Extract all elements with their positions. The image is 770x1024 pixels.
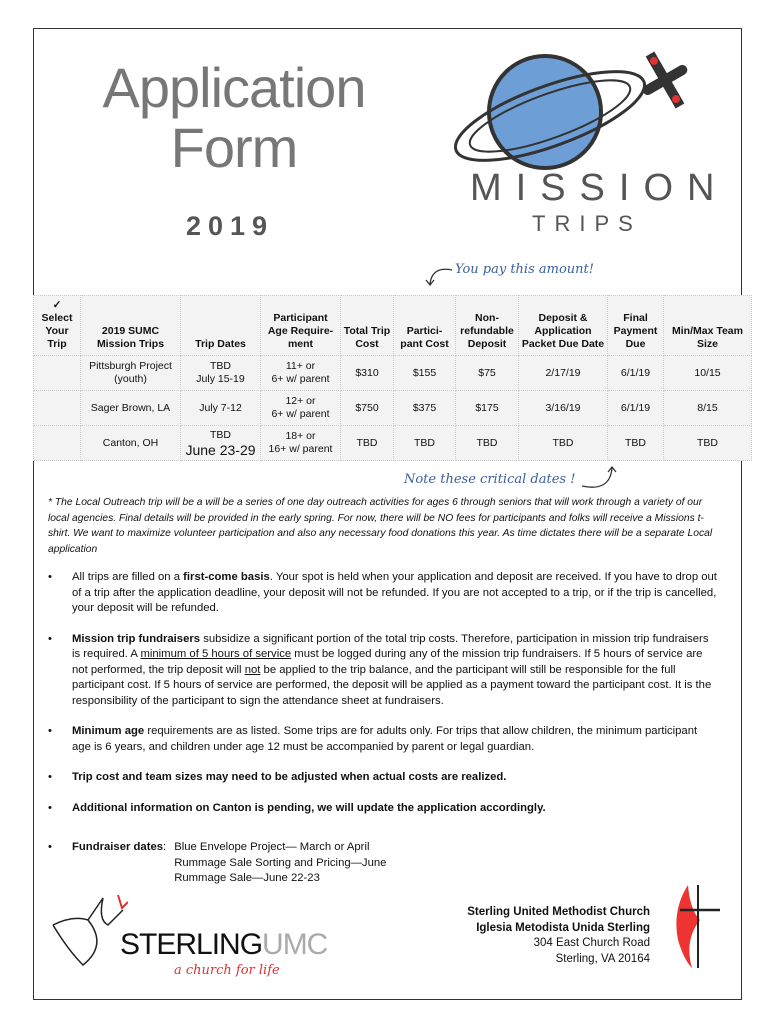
age-header: Participant Age Require- ment [260,295,341,356]
year: 2019 [186,211,275,241]
dates-cell: July 7-12 [180,390,261,426]
total-cell: $310 [340,355,394,391]
list-item: Fundraiser dates:Blue Envelope Project— … [48,840,718,887]
select-cell[interactable] [33,390,81,426]
age-cell: 11+ or 6+ w/ parent [260,355,341,391]
participant-cell: $375 [393,390,456,426]
deposit-cell: $175 [455,390,519,426]
local-outreach-footnote: * The Local Outreach trip will be a will… [48,497,713,555]
trip-cell: Pittsburgh Project (youth) [80,355,181,391]
you-pay-note: You pay this amount! [455,262,594,277]
page-title: Application Form [102,56,367,179]
logo-trips: TRIPS [532,211,642,236]
trip-cell: Sager Brown, LA [80,390,181,426]
final-cell: 6/1/19 [607,390,664,426]
team-cell: 10/15 [663,355,752,391]
trip-header: 2019 SUMC Mission Trips [80,295,181,356]
deposit-header: Non- refundable Deposit [455,295,519,356]
total-cell: $750 [340,390,394,426]
dates-cell: TBD June 23-29 [180,425,261,461]
list-item: Minimum age requirements are as listed. … [48,724,718,755]
trip-cell: Canton, OH [80,425,181,461]
trips-table: ✓ Select Your Trip 2019 SUMC Mission Trip… [33,295,752,461]
dates-header: Trip Dates [180,295,261,356]
table-row: Sager Brown, LA July 7-12 12+ or 6+ w/ pa… [33,390,752,426]
total-cost-header: Total Trip Cost [340,295,394,356]
select-header: ✓ Select Your Trip [33,295,81,356]
church-address: Sterling United Methodist Church Iglesia… [467,906,650,965]
participant-cell: TBD [393,425,456,461]
final-payment-header: Final Payment Due [607,295,664,356]
arrow-icon [581,465,617,488]
dates-cell: TBD July 15-19 [180,355,261,391]
due-date-header: Deposit & Application Packet Due Date [518,295,608,356]
final-cell: TBD [607,425,664,461]
arrow-icon [425,268,453,287]
due-cell: 3/16/19 [518,390,608,426]
participant-cost-header: Partici- pant Cost [393,295,456,356]
list-item: All trips are filled on a first-come bas… [48,570,718,617]
team-cell: TBD [663,425,752,461]
page-border [33,28,742,1000]
critical-dates-note: Note these critical dates ! [404,472,576,487]
due-cell: TBD [518,425,608,461]
select-cell[interactable] [33,425,81,461]
list-item: Mission trip fundraisers subsidize a sig… [48,632,718,710]
table-header-row: ✓ Select Your Trip 2019 SUMC Mission Trip… [33,295,752,356]
due-cell: 2/17/19 [518,355,608,391]
table-row: Pittsburgh Project (youth) TBD July 15-19… [33,355,752,391]
table-row: Canton, OH TBD June 23-29 18+ or 16+ w/ pa… [33,425,752,461]
cross-and-flame-icon [676,885,720,968]
participant-cell: $155 [393,355,456,391]
age-cell: 12+ or 6+ w/ parent [260,390,341,426]
deposit-cell: TBD [455,425,519,461]
deposit-cell: $75 [455,355,519,391]
terms-list: All trips are filled on a first-come bas… [48,570,718,902]
mission-trips-globe-plane-icon [453,51,688,170]
team-size-header: Min/Max Team Size [663,295,752,356]
list-item: Additional information on Canton is pend… [48,801,718,817]
total-cell: TBD [340,425,394,461]
final-cell: 6/1/19 [607,355,664,391]
logo-mission: MISSION [470,167,729,209]
dove-icon [52,894,128,967]
select-cell[interactable] [33,355,81,391]
team-cell: 8/15 [663,390,752,426]
age-cell: 18+ or 16+ w/ parent [260,425,341,461]
list-item: Trip cost and team sizes may need to be … [48,770,718,786]
